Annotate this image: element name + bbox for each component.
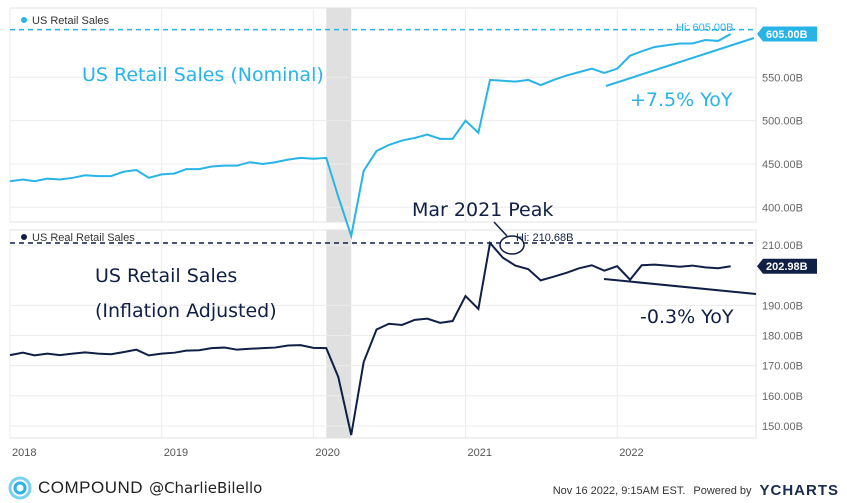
x-tick-label: 2020: [315, 447, 339, 459]
trend-line-real: [603, 278, 757, 295]
hi-label-bottom: Hi: 210.68B: [516, 232, 573, 244]
x-tick-label: 2018: [12, 447, 36, 459]
hi-label-top: Hi: 605.00B: [676, 22, 733, 34]
y-tick-label: 400.00B: [762, 202, 803, 214]
bottom-panel-frame: [9, 229, 757, 439]
brand-handle: @CharlieBilello: [149, 479, 263, 497]
last-value-label-top: 605.00B: [766, 29, 808, 41]
annotation-real-title-line2: (Inflation Adjusted): [95, 300, 277, 322]
source-stamp: Nov 16 2022, 9:15AM EST. Powered by YCHA…: [553, 482, 839, 499]
recession-band-bottom: [326, 230, 352, 438]
annotation-real-title-line1: US Retail Sales: [95, 265, 237, 287]
y-tick-label: 150.00B: [762, 421, 803, 433]
y-tick-label: 210.00B: [762, 240, 803, 252]
top-gridlines: 550.00B 500.00B 450.00B 400.00B: [10, 72, 803, 214]
last-value-badge-top: [757, 26, 817, 42]
y-tick-label: 170.00B: [762, 361, 803, 373]
y-tick-label: 180.00B: [762, 331, 803, 343]
y-tick-label: 550.00B: [762, 72, 803, 84]
x-axis-labels: 2018 2019 2020 2021 2022: [12, 447, 644, 459]
real-retail-sales-line: [9, 240, 731, 436]
powered-by: Powered by: [693, 484, 752, 497]
peak-marker-circle: [499, 235, 525, 255]
annotation-real-yoy: -0.3% YoY: [640, 306, 734, 328]
ycharts-logo: YCHARTS: [759, 482, 839, 499]
annotation-peak-label: Mar 2021 Peak: [412, 199, 553, 221]
annotation-nominal-yoy: +7.5% YoY: [630, 89, 733, 111]
last-value-label-bottom: 202.98B: [766, 261, 808, 273]
last-value-badge-bottom: [757, 258, 817, 274]
annotation-nominal-title: US Retail Sales (Nominal): [82, 64, 324, 86]
y-tick-label: 500.00B: [762, 116, 803, 128]
x-tick-label: 2022: [619, 447, 643, 459]
x-gridlines: [9, 8, 618, 438]
chart-canvas: 550.00B 500.00B 450.00B 400.00B 210.00B 190.…: [9, 7, 817, 459]
top-panel-frame: [9, 7, 757, 223]
y-tick-label: 190.00B: [762, 300, 803, 312]
recession-band-top: [326, 8, 352, 222]
y-tick-label: 450.00B: [762, 159, 803, 171]
x-tick-label: 2021: [467, 447, 491, 459]
legend-dot-real: [21, 234, 27, 240]
trend-line-nominal: [605, 37, 755, 87]
peak-pointer-line: [493, 221, 508, 237]
y-tick-label: 160.00B: [762, 391, 803, 403]
bottom-gridlines: 210.00B 190.00B 180.00B 170.00B 160.00B 150.0…: [10, 240, 803, 433]
legend-real: US Real Retail Sales: [32, 232, 135, 244]
compound-logo-icon: [8, 476, 32, 500]
x-tick-label: 2019: [164, 447, 188, 459]
legend-nominal: US Retail Sales: [32, 15, 110, 27]
brand-name: COMPOUND: [38, 478, 144, 497]
legend-dot-nominal: [21, 17, 27, 23]
nominal-retail-sales-line: [9, 33, 732, 240]
brand: COMPOUND @CharlieBilello: [8, 476, 262, 500]
timestamp: Nov 16 2022, 9:15AM EST.: [552, 484, 686, 497]
footer: COMPOUND @CharlieBilello Nov 16 2022, 9:…: [0, 469, 847, 503]
